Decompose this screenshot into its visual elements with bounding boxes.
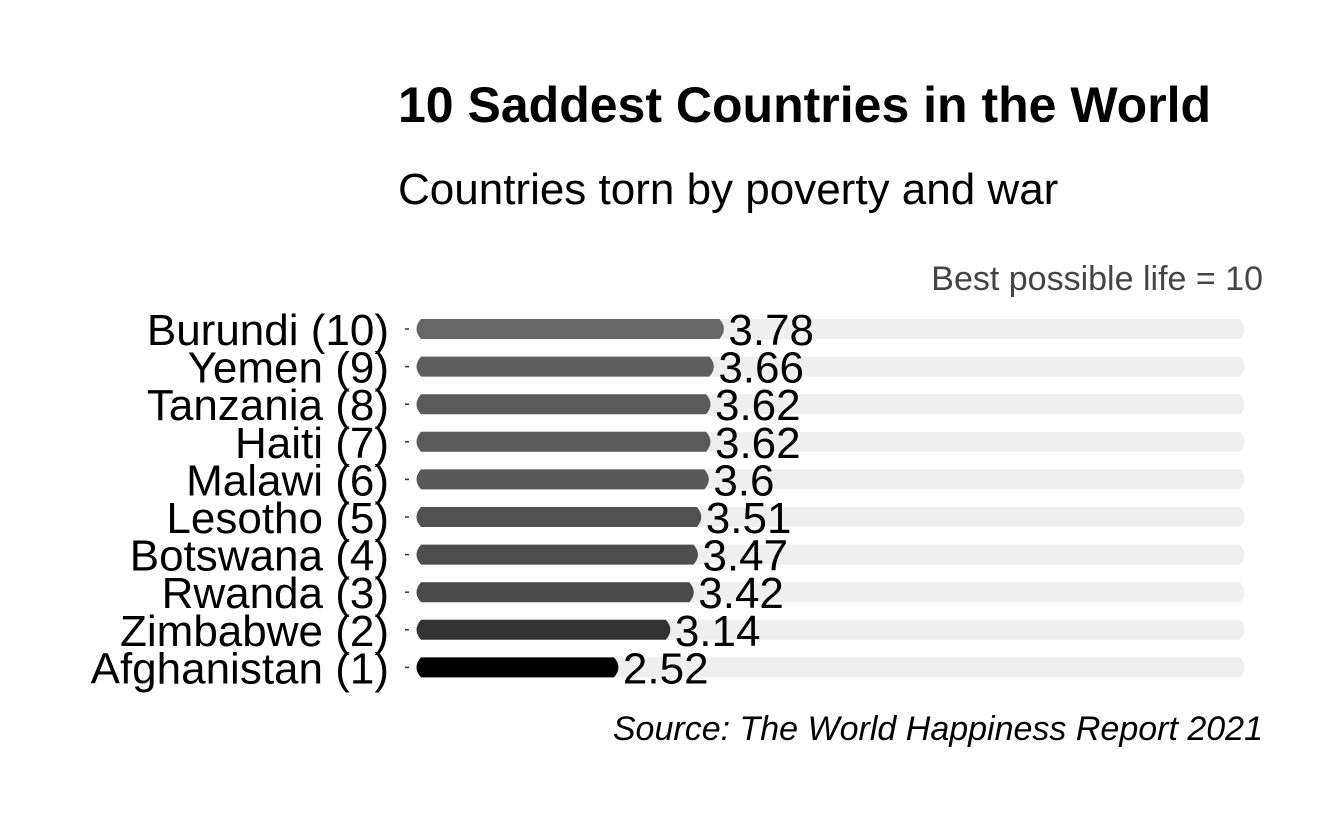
value-label: 2.52 bbox=[623, 644, 709, 693]
value-label: 3.66 bbox=[718, 344, 804, 393]
bar-track bbox=[416, 657, 1245, 678]
bar bbox=[416, 657, 619, 678]
chart-title: 10 Saddest Countries in the World bbox=[398, 77, 1211, 133]
value-label: 3.47 bbox=[702, 532, 788, 581]
category-label: Rwanda (3) bbox=[162, 569, 389, 618]
bar bbox=[416, 619, 671, 640]
category-label: Zimbabwe (2) bbox=[120, 607, 389, 656]
value-label: 3.14 bbox=[675, 607, 761, 656]
bars-layer: Burundi (10) 3.78 Yemen (9) 3.66 Tanzania (8… bbox=[91, 306, 1245, 693]
value-label: 3.62 bbox=[715, 381, 801, 430]
category-label: Tanzania (8) bbox=[147, 381, 389, 430]
category-label: Malawi (6) bbox=[186, 456, 389, 505]
bar bbox=[416, 356, 714, 377]
bar bbox=[416, 319, 724, 339]
value-label: 3.42 bbox=[698, 569, 784, 618]
chart-subtitle: Countries torn by poverty and war bbox=[398, 165, 1058, 214]
category-label: Haiti (7) bbox=[235, 419, 389, 468]
category-label: Afghanistan (1) bbox=[91, 644, 389, 693]
category-label: Botswana (4) bbox=[130, 532, 389, 581]
bar bbox=[416, 469, 709, 490]
category-label: Yemen (9) bbox=[188, 344, 389, 393]
category-label: Burundi (10) bbox=[147, 306, 389, 355]
bar bbox=[416, 507, 702, 527]
scale-note: Best possible life = 10 bbox=[931, 260, 1263, 298]
value-label: 3.6 bbox=[713, 456, 774, 505]
bar bbox=[416, 582, 694, 603]
category-label: Lesotho (5) bbox=[166, 494, 389, 543]
value-label: 3.78 bbox=[728, 306, 814, 355]
bar bbox=[416, 544, 698, 565]
value-label: 3.62 bbox=[715, 419, 801, 468]
value-label: 3.51 bbox=[706, 494, 792, 543]
bar bbox=[416, 431, 711, 452]
bar bbox=[416, 394, 711, 415]
chart-caption: Source: The World Happiness Report 2021 bbox=[613, 710, 1263, 748]
